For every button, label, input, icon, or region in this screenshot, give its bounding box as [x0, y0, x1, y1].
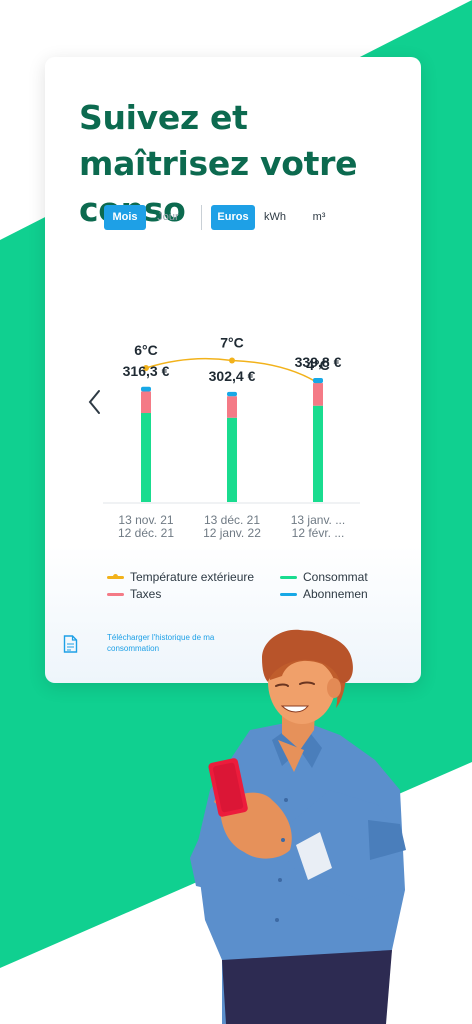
bar-total-label: 302,4 €: [209, 368, 256, 384]
bar-segment-taxes: [227, 396, 237, 418]
bar-segment-consommation: [141, 413, 151, 502]
document-download-icon[interactable]: [63, 635, 78, 653]
bar-total-label: 339,8 €: [295, 354, 342, 370]
bar-segment-abonnement: [141, 386, 151, 392]
toggle-kwh[interactable]: kWh: [264, 211, 286, 223]
legend-consommation-swatch: [280, 576, 297, 579]
bar-segment-consommation: [227, 417, 237, 502]
temperature-label: 6°C: [134, 342, 158, 358]
legend-consommation: Consommation: [303, 570, 368, 584]
legend-abonnement: Abonnement: [303, 587, 368, 601]
x-tick-label: 12 déc. 21: [118, 526, 174, 540]
legend-taxes-swatch: [107, 593, 124, 596]
bar-total-label: 316,3 €: [123, 363, 170, 379]
bar-segment-taxes: [313, 383, 323, 406]
toggle-jour[interactable]: Jour: [157, 211, 179, 223]
bar-segment-taxes: [141, 391, 151, 414]
legend-abonnement-swatch: [280, 593, 297, 596]
toggle-divider: [201, 205, 202, 230]
x-tick-label: 13 janv. ...: [291, 513, 345, 527]
temperature-point: [229, 357, 235, 364]
chart-card: Suivez et maîtrisez votre conso Mois Jou…: [45, 57, 421, 683]
temperature-label: 7°C: [220, 335, 244, 351]
x-tick-label: 12 janv. 22: [203, 526, 261, 540]
x-tick-label: 12 févr. ...: [292, 526, 345, 540]
download-history-link[interactable]: Télécharger l'historique de ma consommat…: [107, 633, 215, 653]
page-title: Suivez et maîtrisez votre conso: [79, 98, 358, 229]
bar-segment-abonnement: [227, 391, 237, 397]
toggle-mois[interactable]: Mois: [104, 205, 146, 230]
x-tick-label: 13 déc. 21: [204, 513, 260, 527]
toggle-euros[interactable]: Euros: [211, 205, 255, 230]
bar-segment-abonnement: [313, 378, 323, 384]
x-tick-label: 13 nov. 21: [118, 513, 173, 527]
temperature-label: 4°C: [306, 357, 330, 373]
chevron-left-icon[interactable]: [85, 387, 105, 417]
bar-segment-consommation: [313, 405, 323, 502]
legend-temperature-marker: [113, 574, 118, 579]
temperature-point: [143, 365, 149, 371]
man-with-phone-illustration: [190, 629, 406, 1024]
legend-taxes: Taxes: [130, 587, 162, 601]
legend-temperature: Température extérieure: [130, 570, 255, 584]
toggle-m3[interactable]: m³: [312, 211, 326, 223]
